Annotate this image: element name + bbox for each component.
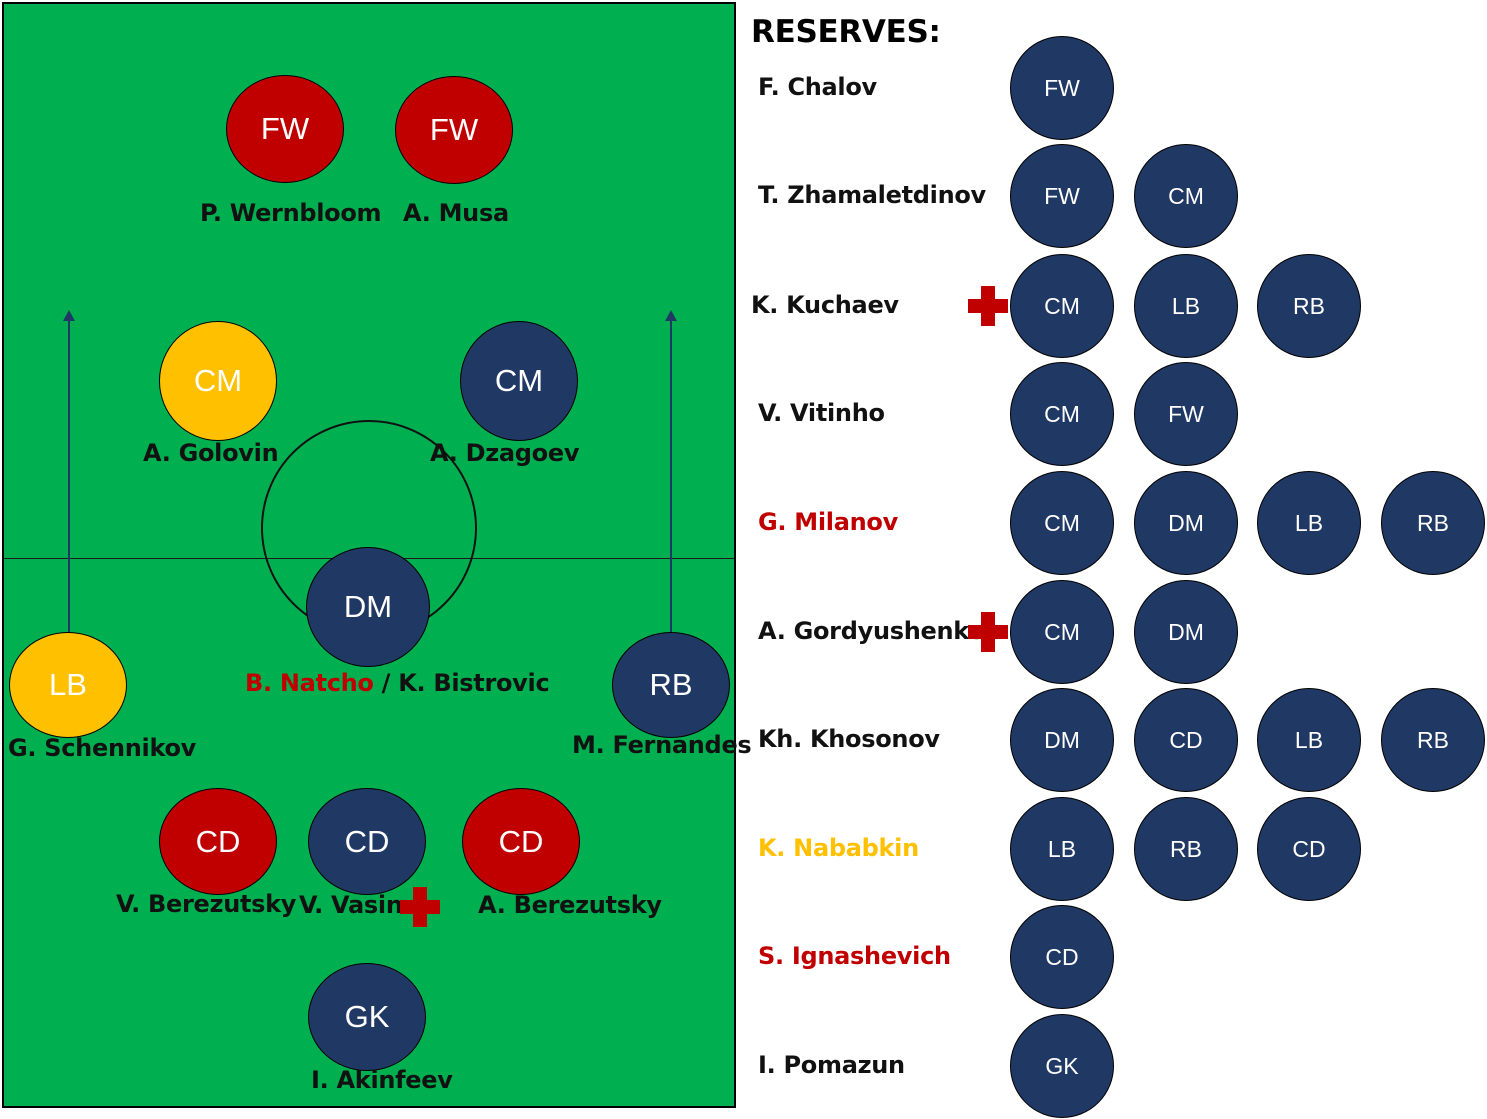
reserve-position-circle: CM — [1134, 144, 1238, 248]
rb-arrowhead — [665, 310, 677, 321]
reserve-position-circle: CD — [1010, 905, 1114, 1009]
cm2-circle: CM — [460, 321, 578, 441]
reserve-position-circle: FW — [1010, 36, 1114, 140]
cd2-circle: CD — [308, 788, 426, 895]
reserve-position-circle: LB — [1257, 688, 1361, 792]
reserve-player-name: S. Ignashevich — [758, 942, 951, 970]
reserve-player-name: Kh. Khosonov — [758, 725, 940, 753]
gk-circle: GK — [308, 963, 426, 1071]
gk-name: I. Akinfeev — [311, 1066, 453, 1094]
cd2-name: V. Vasin — [299, 891, 403, 919]
reserve-player-name: F. Chalov — [758, 73, 877, 101]
reserve-position-circle: DM — [1134, 580, 1238, 684]
lb-circle: LB — [9, 632, 127, 738]
reserve-position-circle: LB — [1010, 797, 1114, 901]
cd3-circle: CD — [462, 788, 580, 895]
reserve-position-circle: CM — [1010, 254, 1114, 358]
cm1-name: A. Golovin — [143, 439, 279, 467]
reserve-position-circle: CM — [1010, 362, 1114, 466]
dm-circle: DM — [306, 547, 430, 667]
lb-name: G. Schennikov — [8, 734, 196, 762]
reserve-player-name: I. Pomazun — [758, 1051, 905, 1079]
fw1-circle: FW — [226, 75, 344, 183]
reserve-position-circle: GK — [1010, 1014, 1114, 1118]
cd1-circle: CD — [159, 788, 277, 895]
fw2-name: A. Musa — [403, 199, 509, 227]
reserve-player-name: K. Kuchaev — [751, 291, 899, 319]
dm-name-bistrovic: K. Bistrovic — [398, 669, 550, 697]
lb-overlap-arrow — [68, 318, 70, 632]
cd1-name: V. Berezutsky — [116, 890, 297, 918]
cd2-injury-icon — [400, 887, 440, 927]
reserve-position-circle: FW — [1010, 144, 1114, 248]
reserves-title: RESERVES: — [751, 14, 941, 50]
injury-cross-icon — [968, 612, 1008, 652]
rb-circle: RB — [612, 632, 730, 738]
reserve-position-circle: DM — [1010, 688, 1114, 792]
reserve-position-circle: RB — [1381, 688, 1485, 792]
cm2-name: A. Dzagoev — [430, 439, 580, 467]
reserve-position-circle: CM — [1010, 580, 1114, 684]
reserve-position-circle: CD — [1257, 797, 1361, 901]
dm-name-separator: / — [373, 669, 399, 697]
reserve-player-name: G. Milanov — [758, 508, 898, 536]
reserve-player-name: V. Vitinho — [758, 399, 885, 427]
reserve-player-name: K. Nababkin — [758, 834, 919, 862]
reserve-position-circle: RB — [1381, 471, 1485, 575]
reserve-position-circle: RB — [1134, 797, 1238, 901]
dm-names: B. Natcho / K. Bistrovic — [245, 669, 550, 697]
reserve-position-circle: LB — [1257, 471, 1361, 575]
reserve-player-name: T. Zhamaletdinov — [758, 181, 986, 209]
injury-cross-icon — [968, 286, 1008, 326]
fw1-name: P. Wernbloom — [200, 199, 382, 227]
dm-name-natcho: B. Natcho — [245, 669, 374, 697]
reserve-position-circle: FW — [1134, 362, 1238, 466]
reserve-position-circle: RB — [1257, 254, 1361, 358]
rb-overlap-arrow — [670, 318, 672, 632]
reserve-position-circle: DM — [1134, 471, 1238, 575]
cd3-name: A. Berezutsky — [478, 891, 662, 919]
fw2-circle: FW — [395, 76, 513, 184]
reserve-position-circle: CM — [1010, 471, 1114, 575]
reserve-position-circle: LB — [1134, 254, 1238, 358]
reserve-player-name: A. Gordyushenko — [758, 617, 985, 645]
lb-arrowhead — [63, 310, 75, 321]
cm1-circle: CM — [159, 321, 277, 441]
rb-name: M. Fernandes — [572, 731, 752, 759]
reserve-position-circle: CD — [1134, 688, 1238, 792]
